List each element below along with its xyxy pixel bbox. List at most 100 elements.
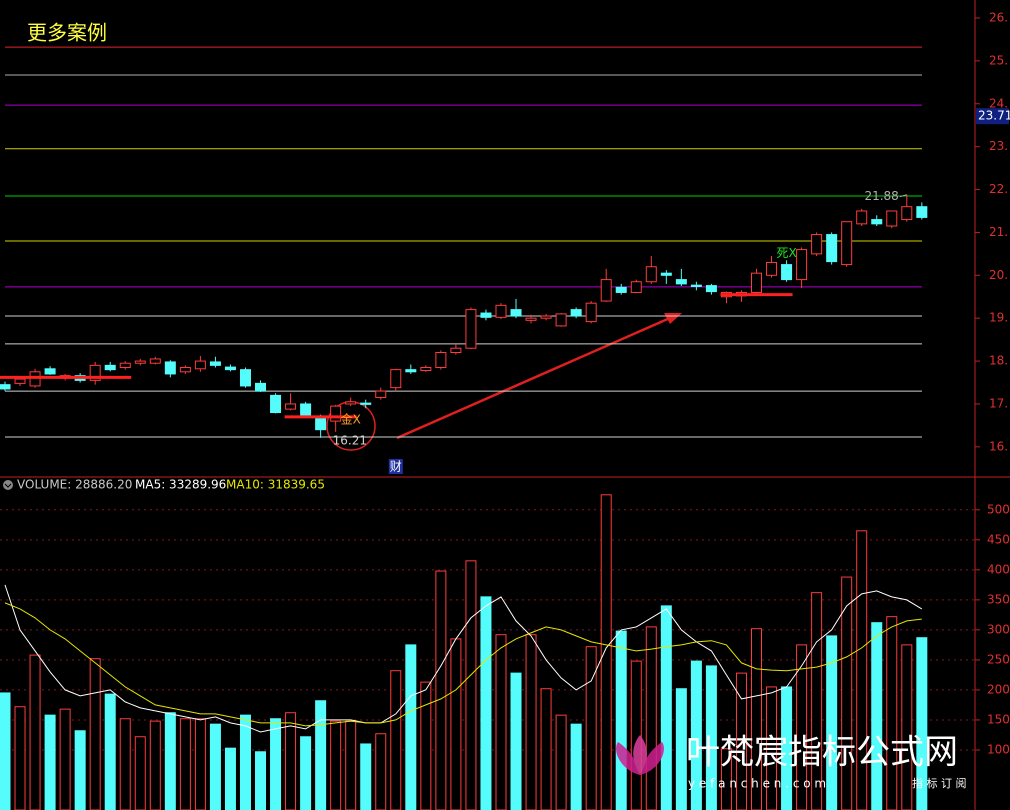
volume-bar [44,714,56,810]
candle-body [570,309,582,317]
y-tick-label: 250 [987,652,1010,666]
volume-bar [510,672,522,810]
volume-bar [89,658,101,810]
volume-bar [585,646,597,810]
candle-body [645,266,657,283]
y-tick-label: 22. [989,182,1008,196]
candle-body [690,284,702,287]
volume-bar [645,626,657,810]
volume-bar [375,733,387,810]
candle-body [435,351,447,369]
y-tick-label: 200 [987,682,1010,696]
candle-body [285,403,297,410]
candle-body [300,403,312,417]
volume-bar [104,693,116,810]
legend-entry: MA10: 31839.65 [226,478,325,492]
volume-bar [255,751,267,810]
ma-line [4,602,922,727]
candle-body [480,312,492,318]
candle-body [540,315,552,319]
candle-body [345,401,357,405]
candle-body [209,361,221,366]
candle-body [194,360,206,370]
volume-bar [239,714,251,810]
candle-body [390,369,402,389]
volume-bar [540,688,552,810]
candle-body [841,221,853,266]
candle-body [14,378,26,384]
candle-body [420,367,432,372]
signal-label: 死X [776,246,796,260]
volume-bar [450,638,462,810]
volume-bar [360,743,372,810]
volume-bar [315,700,327,810]
volume-bar [29,654,41,810]
candle-body [134,360,146,364]
volume-bar [300,736,312,810]
candle-body [826,234,838,263]
volume-bar [209,723,221,810]
volume-bar [751,628,762,810]
candle-body [600,279,612,302]
volume-bar [480,596,492,810]
event-box [388,459,403,474]
volume-bar [330,720,342,810]
volume-bar [405,644,417,810]
watermark-name: 叶梵宸指标公式网 [686,733,958,773]
high-label: 21.88 [864,189,898,203]
candle-body [149,358,161,364]
volume-bar [390,670,402,810]
volume-bar [886,616,898,810]
candle-body [585,302,597,323]
candle-body [675,279,687,285]
trend-arrow [396,316,671,440]
candle-body [255,382,267,392]
y-tick-label: 500 [987,502,1010,516]
candle-body [751,272,762,293]
low-label: 16.21 [333,433,367,447]
volume-bar [0,692,11,810]
candle-body [450,347,462,353]
y-tick-label: 17. [989,396,1008,410]
collapse-icon[interactable] [3,480,13,490]
axis-marker-box [976,108,1009,125]
candle-body [239,369,251,387]
candle-body [901,206,913,221]
volume-bar [705,665,717,810]
y-tick-label: 400 [987,562,1010,576]
candle-body [660,272,672,276]
volume-bar [224,747,236,810]
event-label: 财 [390,460,402,474]
signal-label: 金X [341,412,361,427]
y-tick-label: 25. [989,53,1008,67]
volume-bar [495,634,507,810]
candle-body [89,364,101,381]
candle-body [119,362,131,369]
volume-bar [270,718,282,810]
candle-body [179,367,191,373]
y-tick-label: 350 [987,592,1010,606]
volume-bar [74,730,86,810]
y-tick-label: 20. [989,268,1008,282]
volume-bar [615,630,627,810]
y-tick-label: 16. [989,439,1008,453]
candle-body [270,394,282,414]
candle-body [555,313,567,327]
watermark-logo [616,735,664,775]
candle-body [104,364,116,371]
candle-body [796,249,808,281]
candle-body [615,286,627,293]
volume-bar [345,720,357,810]
candle-body [525,317,537,321]
candle-body [856,210,868,225]
volume-bar [14,706,26,810]
y-tick-label: 24. [989,96,1008,110]
high-label-pointer [899,194,907,198]
watermark-url: y e f a n c h e n . c o m [688,777,826,791]
volume-bar [179,718,191,810]
ma-line [4,584,923,733]
volume-bar [465,560,477,810]
volume-bar [149,720,161,810]
candle-body [44,368,56,375]
